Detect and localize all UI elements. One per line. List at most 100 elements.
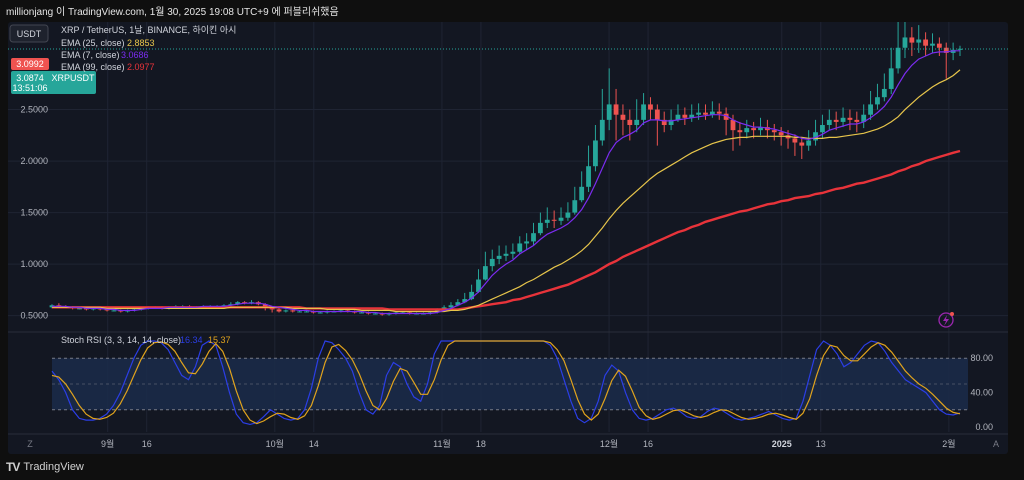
candle-body xyxy=(675,114,681,120)
currency-button[interactable] xyxy=(9,24,49,43)
candle-body xyxy=(565,212,571,218)
candle-body xyxy=(668,119,674,126)
candle-body xyxy=(813,132,818,141)
price-axis-tick: 2.0000 xyxy=(20,156,48,166)
price-axis-tick: 2.5000 xyxy=(20,105,48,115)
candle-body xyxy=(448,305,454,308)
candle-body xyxy=(936,43,942,48)
bar-countdown: 13:51:06 xyxy=(12,83,47,93)
time-axis-tick: 12월 xyxy=(600,438,618,449)
time-axis-tick: 10월 xyxy=(266,438,284,449)
candle-body xyxy=(537,222,543,234)
last-price-value: 3.0874 xyxy=(16,73,44,83)
time-axis-tick: 18 xyxy=(476,439,486,449)
time-axis-tick: 16 xyxy=(142,439,152,449)
candle-body xyxy=(820,125,825,133)
ema7-legend-label: EMA (7, close) xyxy=(61,50,120,60)
candle-body xyxy=(290,310,296,312)
alert-dot-icon xyxy=(950,312,954,316)
candle-body xyxy=(875,97,880,105)
time-axis-tick: 9월 xyxy=(101,438,114,449)
candle-body xyxy=(599,119,605,141)
candle-body xyxy=(868,104,873,115)
price-axis-tick: 1.0000 xyxy=(20,259,48,269)
candle-body xyxy=(620,114,626,120)
ema25-line xyxy=(52,69,961,313)
candle-body xyxy=(758,127,763,131)
candle-body xyxy=(634,119,640,126)
candle-body xyxy=(730,119,736,131)
time-axis-tick: 2025 xyxy=(772,439,792,449)
candle-body xyxy=(703,112,708,115)
last-price-tag xyxy=(11,71,96,94)
candle-body xyxy=(551,219,557,221)
candle-body xyxy=(627,119,633,126)
candle-body xyxy=(77,308,82,310)
candle-body xyxy=(751,128,757,131)
currency-button-label: USDT xyxy=(17,29,42,39)
candle-body xyxy=(531,233,536,242)
candle-body xyxy=(482,266,488,280)
candle-body xyxy=(579,186,585,201)
candle-body xyxy=(283,310,289,312)
candle-body xyxy=(641,104,646,120)
price-axis-tick: 0.5000 xyxy=(20,311,48,321)
candle-body xyxy=(916,39,922,43)
auto-scale-button: A xyxy=(993,439,999,449)
candle-body xyxy=(304,311,309,313)
candle-body xyxy=(462,299,468,303)
candle-body xyxy=(682,114,688,118)
candle-body xyxy=(744,128,750,133)
stoch-d-line xyxy=(51,340,961,425)
candle-body xyxy=(716,111,722,114)
candle-body xyxy=(276,309,282,312)
ema99-legend-label: EMA (99, close) xyxy=(61,62,125,72)
candle-body xyxy=(455,302,461,306)
lightning-icon[interactable] xyxy=(938,312,954,328)
candle-body xyxy=(943,47,949,53)
time-axis-tick: 16 xyxy=(643,439,653,449)
ema25-legend-label: EMA (25, close) xyxy=(61,38,125,48)
candle-body xyxy=(792,138,798,143)
rsi-axis-tick: 0.00 xyxy=(975,422,993,432)
candle-body xyxy=(847,117,853,120)
candle-body xyxy=(111,310,117,312)
candle-body xyxy=(806,140,812,146)
tradingview-logo[interactable]: TV TradingView xyxy=(6,460,84,474)
candle-body xyxy=(689,114,695,118)
stoch-rsi-legend: Stoch RSI (3, 3, 14, 14, close) xyxy=(61,335,181,345)
candle-body xyxy=(503,253,509,256)
candle-body xyxy=(826,119,832,126)
ema7-price-tag xyxy=(11,58,49,70)
symbol-legend: XRP / TetherUS, 1날, BINANCE, 하이킨 아시 xyxy=(61,25,236,35)
candle-body xyxy=(297,311,303,313)
rsi-axis-tick: 40.00 xyxy=(970,388,993,398)
candle-body xyxy=(709,111,715,115)
candle-body xyxy=(895,47,901,69)
ema25-legend-value: 2.8853 xyxy=(127,38,155,48)
candle-body xyxy=(586,166,591,187)
candle-body xyxy=(881,88,887,98)
candle-body xyxy=(558,217,564,221)
candle-body xyxy=(861,114,867,122)
candle-body xyxy=(799,142,805,146)
candle-body xyxy=(606,104,612,120)
ema99-legend-value: 2.0977 xyxy=(127,62,155,72)
chart-panel xyxy=(8,22,1008,454)
candle-body xyxy=(723,113,729,120)
candle-body xyxy=(593,140,598,167)
candle-body xyxy=(902,37,908,48)
candle-body xyxy=(510,251,516,254)
zoom-left-button: Z xyxy=(27,439,33,449)
candle-body xyxy=(496,255,502,259)
candle-body xyxy=(854,119,860,122)
lightning-bolt-icon xyxy=(943,315,949,326)
time-axis-tick: 14 xyxy=(309,439,319,449)
candle-body xyxy=(930,43,935,46)
candle-body xyxy=(613,104,619,115)
candle-body xyxy=(572,200,578,213)
candle-body xyxy=(317,312,323,314)
stoch-k-value: 16.34 xyxy=(180,335,203,345)
